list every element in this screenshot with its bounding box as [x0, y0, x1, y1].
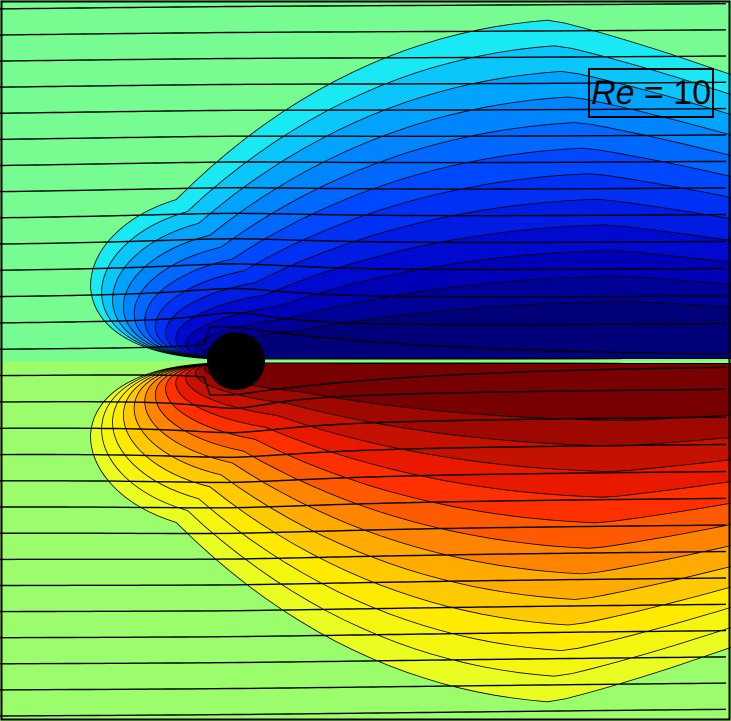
reynolds-symbol: Re — [590, 74, 635, 112]
lower-contour-line — [175, 362, 731, 498]
upper-contour-line — [123, 96, 731, 360]
upper-contour-line — [203, 301, 731, 360]
lower-contour-line — [165, 362, 731, 524]
streamline — [0, 524, 727, 535]
streamline — [0, 81, 726, 88]
streamline — [0, 311, 726, 326]
streamline — [0, 237, 726, 245]
streamline — [0, 656, 727, 665]
streamline — [0, 366, 726, 396]
reynolds-number-label: Re = 10 — [588, 68, 714, 118]
streamline — [0, 708, 727, 717]
streamline — [0, 388, 727, 410]
streamline — [0, 577, 727, 587]
streamline — [0, 287, 726, 298]
lower-contour-line — [185, 362, 731, 473]
streamline — [0, 629, 727, 639]
streamlines — [0, 3, 727, 717]
streamline — [0, 55, 726, 62]
upper-contour-line — [154, 173, 731, 360]
streamline — [0, 470, 727, 484]
upper-contour-line — [185, 249, 731, 360]
streamline — [0, 603, 727, 613]
lower-contour-line — [203, 362, 731, 421]
upper-contour-line — [165, 198, 731, 360]
upper-contour-band — [204, 301, 731, 359]
streamline — [0, 497, 726, 509]
lower-contour-line — [90, 362, 731, 703]
lower-contour-band — [204, 363, 731, 421]
upper-contour-line — [101, 45, 731, 360]
lower-contour-line — [101, 362, 731, 677]
upper-contour-line — [175, 224, 731, 360]
reynolds-value: = 10 — [634, 74, 712, 112]
streamline — [0, 29, 727, 36]
upper-contour-line — [90, 19, 731, 360]
streamline — [0, 443, 726, 458]
streamline — [0, 134, 726, 141]
upper-contour-line — [133, 122, 731, 360]
streamline — [0, 3, 726, 10]
streamline — [0, 187, 726, 193]
streamline — [0, 107, 726, 114]
lower-contour-line — [112, 362, 731, 652]
streamline — [0, 550, 726, 561]
upper-contour-line — [194, 275, 731, 360]
upper-contour-line — [144, 147, 731, 360]
streamline — [0, 263, 727, 271]
streamline — [0, 212, 726, 219]
lower-contour-line — [133, 362, 731, 600]
streamline — [0, 682, 727, 691]
lower-contour-line — [123, 362, 731, 626]
streamline — [0, 326, 726, 355]
upper-contour-line — [112, 70, 731, 360]
streamline — [0, 416, 727, 434]
streamline — [0, 160, 726, 167]
lower-contour-line — [154, 362, 731, 549]
lower-contour-line — [144, 362, 731, 575]
cylinder-obstacle — [207, 332, 265, 390]
